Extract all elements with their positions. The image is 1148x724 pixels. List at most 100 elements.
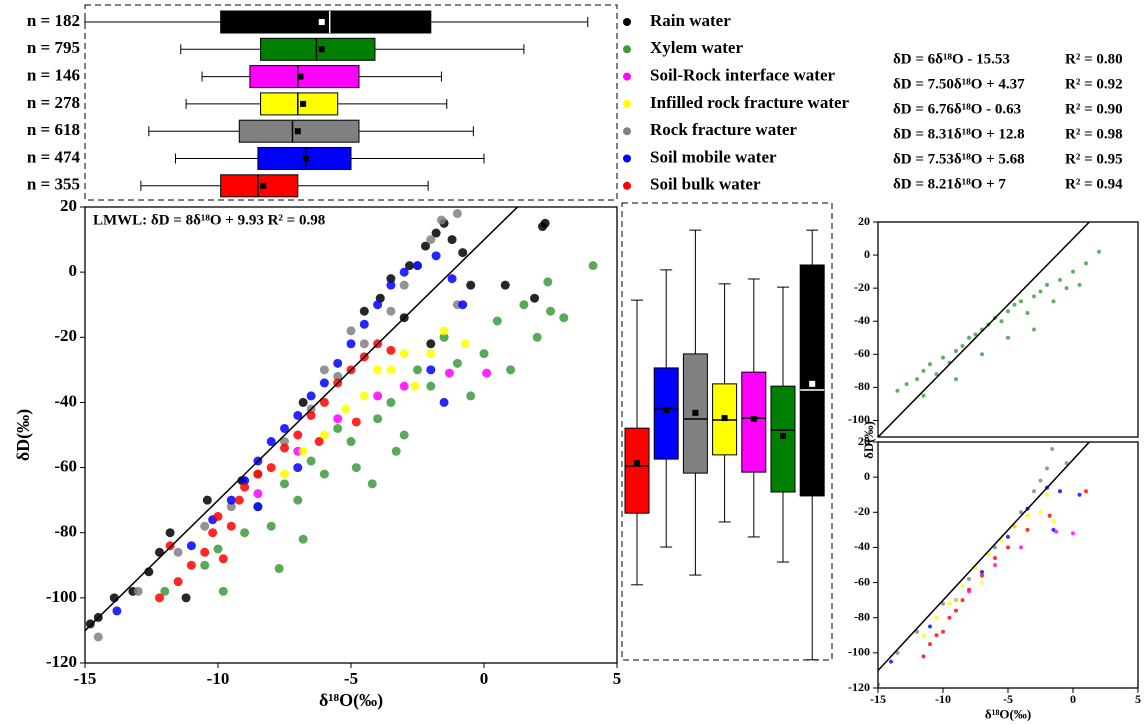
mean [318,46,325,53]
point [482,368,492,378]
box [220,174,299,198]
point [293,463,303,473]
point [133,586,143,596]
lmwl-line [878,222,1091,437]
plot-frame [877,441,1139,689]
point [980,570,984,575]
legend-label: Rock fracture water [650,120,797,139]
mean [300,100,307,107]
legend-marker [623,45,631,54]
point [941,355,945,360]
box [260,37,376,61]
point [359,306,369,316]
point [386,280,396,290]
top-box-frame [84,4,618,201]
point [479,349,489,359]
point [399,430,409,440]
point [93,632,103,642]
point [391,446,401,456]
point [452,358,462,368]
x-tick-label: -5 [344,669,358,688]
point [200,521,210,531]
legend-marker [623,127,631,136]
point [1038,510,1043,515]
category-label: n = 795 [27,38,80,57]
legend-label: Rain water [650,11,731,30]
point [466,280,476,290]
point [240,476,250,486]
point [359,319,369,329]
point [319,430,329,440]
point [266,463,276,473]
category-label: n = 618 [27,120,80,139]
y-tick-label: 0 [864,247,870,261]
point [218,586,228,596]
point [386,274,396,284]
y-tick-label: -40 [854,539,870,553]
category-label: n = 355 [27,175,80,194]
point [386,306,396,316]
y-tick-label: -40 [854,313,870,327]
point [980,573,984,578]
point [319,397,329,407]
point [530,293,540,303]
point [181,593,191,603]
y-tick-label: -20 [54,326,77,345]
y-tick-label: -80 [854,609,870,623]
point [373,300,383,310]
point [266,521,276,531]
point [1051,519,1056,524]
x-tick-label: -15 [74,669,97,688]
point [341,404,351,414]
point [1006,545,1010,550]
point [373,391,383,401]
point [1097,249,1101,254]
point [280,443,289,453]
point [928,624,932,629]
point [960,344,965,349]
mean [302,155,309,162]
point [226,521,236,531]
point [426,235,436,245]
point [200,560,210,570]
point [546,306,555,316]
point [904,382,909,387]
point [234,495,244,505]
point [202,495,212,505]
y-tick-label: -60 [54,456,77,475]
point [532,332,542,342]
category-label: n = 474 [27,147,81,166]
plot-area [85,207,598,642]
point [253,502,263,512]
x-tick-label: 5 [613,669,622,688]
point [986,552,991,557]
point [298,397,308,407]
point [240,482,250,492]
point [915,377,919,382]
point [1012,524,1017,529]
point [1012,302,1017,307]
point [444,368,454,378]
y-tick-label: -60 [854,574,870,588]
point [921,393,926,398]
y-tick-label: -120 [46,652,77,671]
legend-label: Soil mobile water [650,147,777,166]
point [367,479,377,489]
point [306,456,316,466]
point [240,528,250,538]
point [399,381,409,391]
point [934,633,939,638]
point [165,541,175,551]
point [1045,282,1049,287]
point [306,410,316,420]
point [954,608,958,613]
point [466,391,476,401]
point [293,495,303,505]
y-tick-label: -120 [848,680,870,694]
x-tick-label: 0 [1070,692,1076,706]
point [346,339,356,349]
point [1019,299,1023,304]
point [1071,531,1075,536]
legend-marker [623,181,631,190]
box [770,385,796,493]
